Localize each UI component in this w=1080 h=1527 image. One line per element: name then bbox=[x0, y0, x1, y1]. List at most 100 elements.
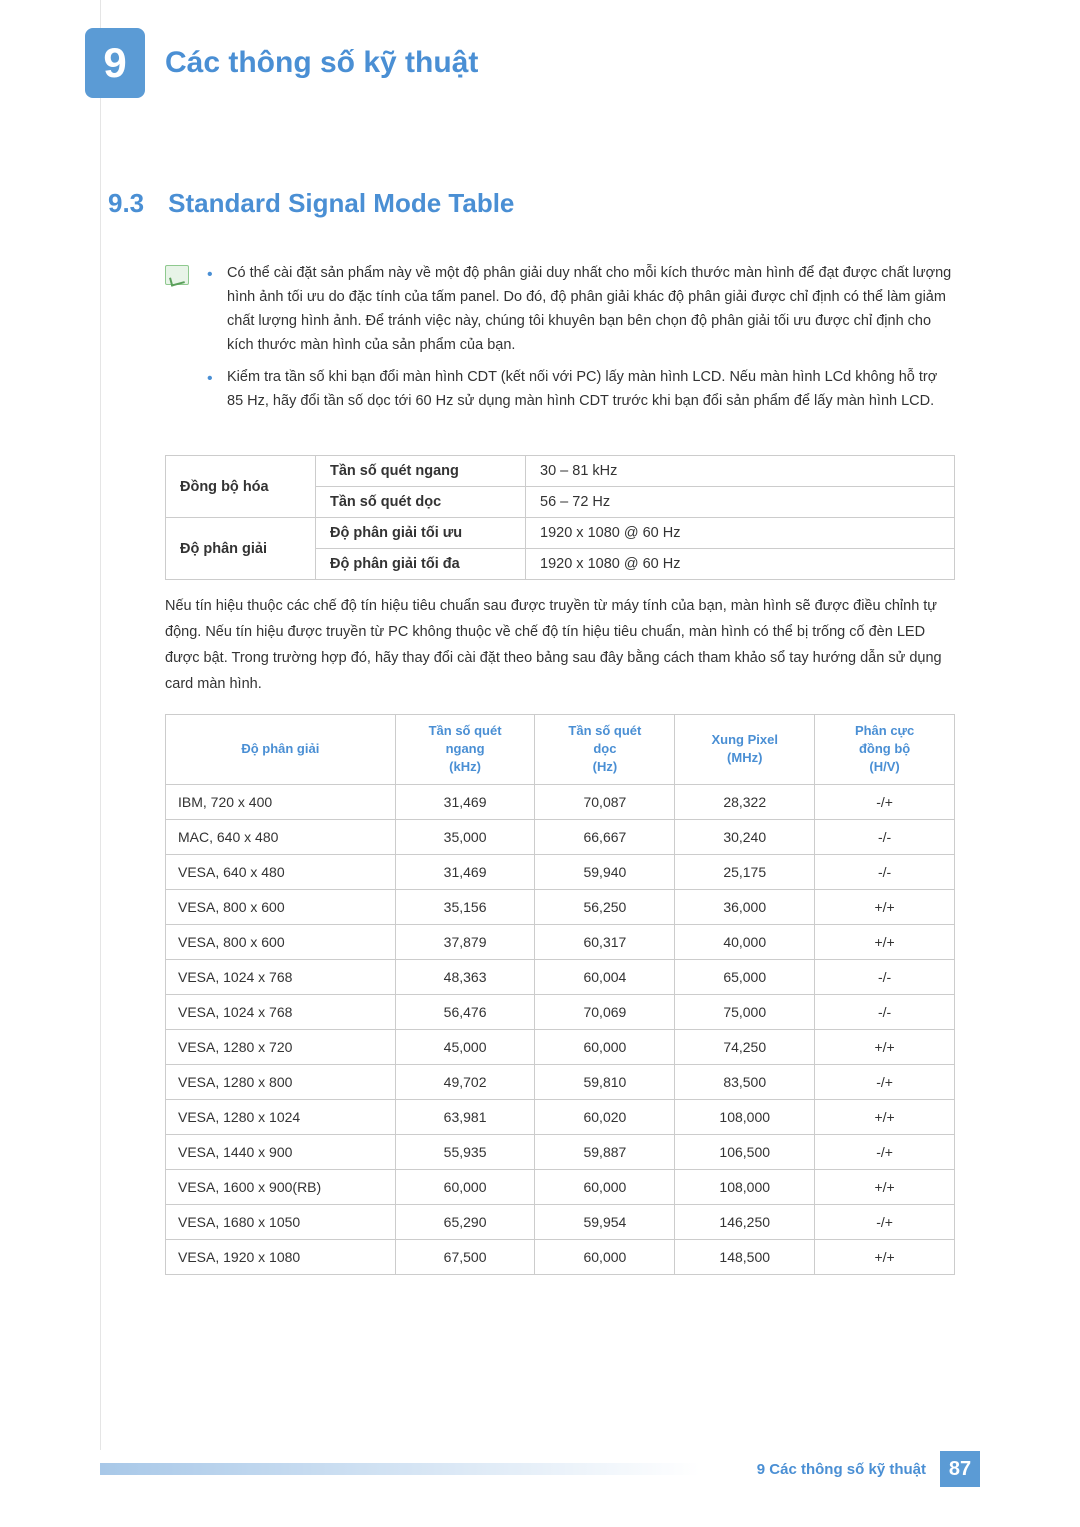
table-cell: 30,240 bbox=[675, 819, 815, 854]
col-header-vfreq: Tần số quétdọc(Hz) bbox=[535, 715, 675, 785]
table-cell: 35,000 bbox=[395, 819, 535, 854]
table-cell: VESA, 1280 x 800 bbox=[166, 1064, 396, 1099]
footer-page-number: 87 bbox=[940, 1451, 980, 1487]
table-row: Đồng bộ hóa Tần số quét ngang 30 – 81 kH… bbox=[166, 456, 955, 487]
table-cell: IBM, 720 x 400 bbox=[166, 784, 396, 819]
table-cell: VESA, 800 x 600 bbox=[166, 889, 396, 924]
table-cell: VESA, 1440 x 900 bbox=[166, 1134, 396, 1169]
table-cell: 60,317 bbox=[535, 924, 675, 959]
table-cell: 108,000 bbox=[675, 1169, 815, 1204]
table-cell: +/+ bbox=[815, 1099, 955, 1134]
table-cell: 66,667 bbox=[535, 819, 675, 854]
table-cell: MAC, 640 x 480 bbox=[166, 819, 396, 854]
footer-gradient bbox=[100, 1463, 700, 1475]
note-item: Kiểm tra tần số khi bạn đổi màn hình CDT… bbox=[207, 366, 955, 414]
table-cell: 48,363 bbox=[395, 959, 535, 994]
table-cell: 45,000 bbox=[395, 1029, 535, 1064]
table-cell: 108,000 bbox=[675, 1099, 815, 1134]
table-row: VESA, 1280 x 102463,98160,020108,000+/+ bbox=[166, 1099, 955, 1134]
table-cell: 60,000 bbox=[535, 1239, 675, 1274]
table-cell: 56,476 bbox=[395, 994, 535, 1029]
table-cell: +/+ bbox=[815, 1029, 955, 1064]
table-cell: +/+ bbox=[815, 924, 955, 959]
table-cell: 106,500 bbox=[675, 1134, 815, 1169]
table-row: VESA, 800 x 60035,15656,25036,000+/+ bbox=[166, 889, 955, 924]
spec-value: 1920 x 1080 @ 60 Hz bbox=[526, 518, 955, 549]
table-cell: 40,000 bbox=[675, 924, 815, 959]
spec-table: Đồng bộ hóa Tần số quét ngang 30 – 81 kH… bbox=[165, 455, 955, 580]
table-row: Độ phân giải Độ phân giải tối ưu 1920 x … bbox=[166, 518, 955, 549]
left-border-line bbox=[100, 0, 101, 1450]
table-cell: -/- bbox=[815, 994, 955, 1029]
col-header-hfreq: Tần số quétngang(kHz) bbox=[395, 715, 535, 785]
table-cell: VESA, 1280 x 1024 bbox=[166, 1099, 396, 1134]
table-cell: -/+ bbox=[815, 1204, 955, 1239]
table-row: VESA, 1024 x 76856,47670,06975,000-/- bbox=[166, 994, 955, 1029]
table-row: VESA, 1440 x 90055,93559,887106,500-/+ bbox=[166, 1134, 955, 1169]
table-cell: 60,004 bbox=[535, 959, 675, 994]
col-header-resolution: Độ phân giải bbox=[166, 715, 396, 785]
table-cell: -/- bbox=[815, 959, 955, 994]
table-cell: VESA, 1680 x 1050 bbox=[166, 1204, 396, 1239]
table-cell: -/+ bbox=[815, 1134, 955, 1169]
spec-label: Tần số quét dọc bbox=[316, 487, 526, 518]
table-cell: 36,000 bbox=[675, 889, 815, 924]
section-title: Standard Signal Mode Table bbox=[168, 188, 514, 219]
table-cell: 60,000 bbox=[395, 1169, 535, 1204]
table-header-row: Độ phân giải Tần số quétngang(kHz) Tần s… bbox=[166, 715, 955, 785]
table-cell: -/+ bbox=[815, 1064, 955, 1099]
table-cell: 83,500 bbox=[675, 1064, 815, 1099]
col-header-polarity: Phân cựcđồng bộ(H/V) bbox=[815, 715, 955, 785]
mode-table: Độ phân giải Tần số quétngang(kHz) Tần s… bbox=[165, 714, 955, 1275]
table-cell: +/+ bbox=[815, 889, 955, 924]
table-cell: VESA, 1600 x 900(RB) bbox=[166, 1169, 396, 1204]
table-row: MAC, 640 x 48035,00066,66730,240-/- bbox=[166, 819, 955, 854]
table-cell: -/+ bbox=[815, 784, 955, 819]
table-cell: 35,156 bbox=[395, 889, 535, 924]
table-row: VESA, 1920 x 108067,50060,000148,500+/+ bbox=[166, 1239, 955, 1274]
footer: 9 Các thông số kỹ thuật 87 bbox=[0, 1451, 1080, 1487]
table-cell: -/- bbox=[815, 819, 955, 854]
table-row: VESA, 1680 x 105065,29059,954146,250-/+ bbox=[166, 1204, 955, 1239]
chapter-number-badge: 9 bbox=[85, 28, 145, 98]
table-cell: 60,000 bbox=[535, 1169, 675, 1204]
spec-category: Độ phân giải bbox=[166, 518, 316, 580]
table-cell: VESA, 1024 x 768 bbox=[166, 994, 396, 1029]
footer-chapter-ref: 9 Các thông số kỹ thuật bbox=[757, 1461, 926, 1478]
body-paragraph: Nếu tín hiệu thuộc các chế độ tín hiệu t… bbox=[165, 593, 955, 697]
section-header: 9.3 Standard Signal Mode Table bbox=[108, 188, 514, 219]
table-row: IBM, 720 x 40031,46970,08728,322-/+ bbox=[166, 784, 955, 819]
spec-value: 56 – 72 Hz bbox=[526, 487, 955, 518]
section-number: 9.3 bbox=[108, 188, 144, 219]
table-cell: 55,935 bbox=[395, 1134, 535, 1169]
spec-label: Độ phân giải tối đa bbox=[316, 549, 526, 580]
chapter-number: 9 bbox=[103, 39, 126, 87]
chapter-title: Các thông số kỹ thuật bbox=[165, 46, 478, 80]
note-item: Có thể cài đặt sản phẩm này về một độ ph… bbox=[207, 262, 955, 358]
note-icon bbox=[165, 265, 189, 285]
table-cell: 31,469 bbox=[395, 784, 535, 819]
note-list: Có thể cài đặt sản phẩm này về một độ ph… bbox=[207, 262, 955, 422]
table-cell: 63,981 bbox=[395, 1099, 535, 1134]
table-cell: 59,810 bbox=[535, 1064, 675, 1099]
table-cell: 75,000 bbox=[675, 994, 815, 1029]
table-cell: 65,290 bbox=[395, 1204, 535, 1239]
table-cell: 70,069 bbox=[535, 994, 675, 1029]
table-cell: 67,500 bbox=[395, 1239, 535, 1274]
table-cell: VESA, 1024 x 768 bbox=[166, 959, 396, 994]
table-row: VESA, 640 x 48031,46959,94025,175-/- bbox=[166, 854, 955, 889]
spec-label: Tần số quét ngang bbox=[316, 456, 526, 487]
table-cell: -/- bbox=[815, 854, 955, 889]
table-cell: VESA, 800 x 600 bbox=[166, 924, 396, 959]
col-header-pixel: Xung Pixel(MHz) bbox=[675, 715, 815, 785]
table-cell: +/+ bbox=[815, 1169, 955, 1204]
chapter-header: 9 Các thông số kỹ thuật bbox=[85, 28, 478, 98]
table-cell: 60,020 bbox=[535, 1099, 675, 1134]
table-cell: 60,000 bbox=[535, 1029, 675, 1064]
spec-value: 1920 x 1080 @ 60 Hz bbox=[526, 549, 955, 580]
table-cell: 59,954 bbox=[535, 1204, 675, 1239]
table-cell: 148,500 bbox=[675, 1239, 815, 1274]
table-cell: 37,879 bbox=[395, 924, 535, 959]
table-cell: 74,250 bbox=[675, 1029, 815, 1064]
table-row: VESA, 800 x 60037,87960,31740,000+/+ bbox=[166, 924, 955, 959]
